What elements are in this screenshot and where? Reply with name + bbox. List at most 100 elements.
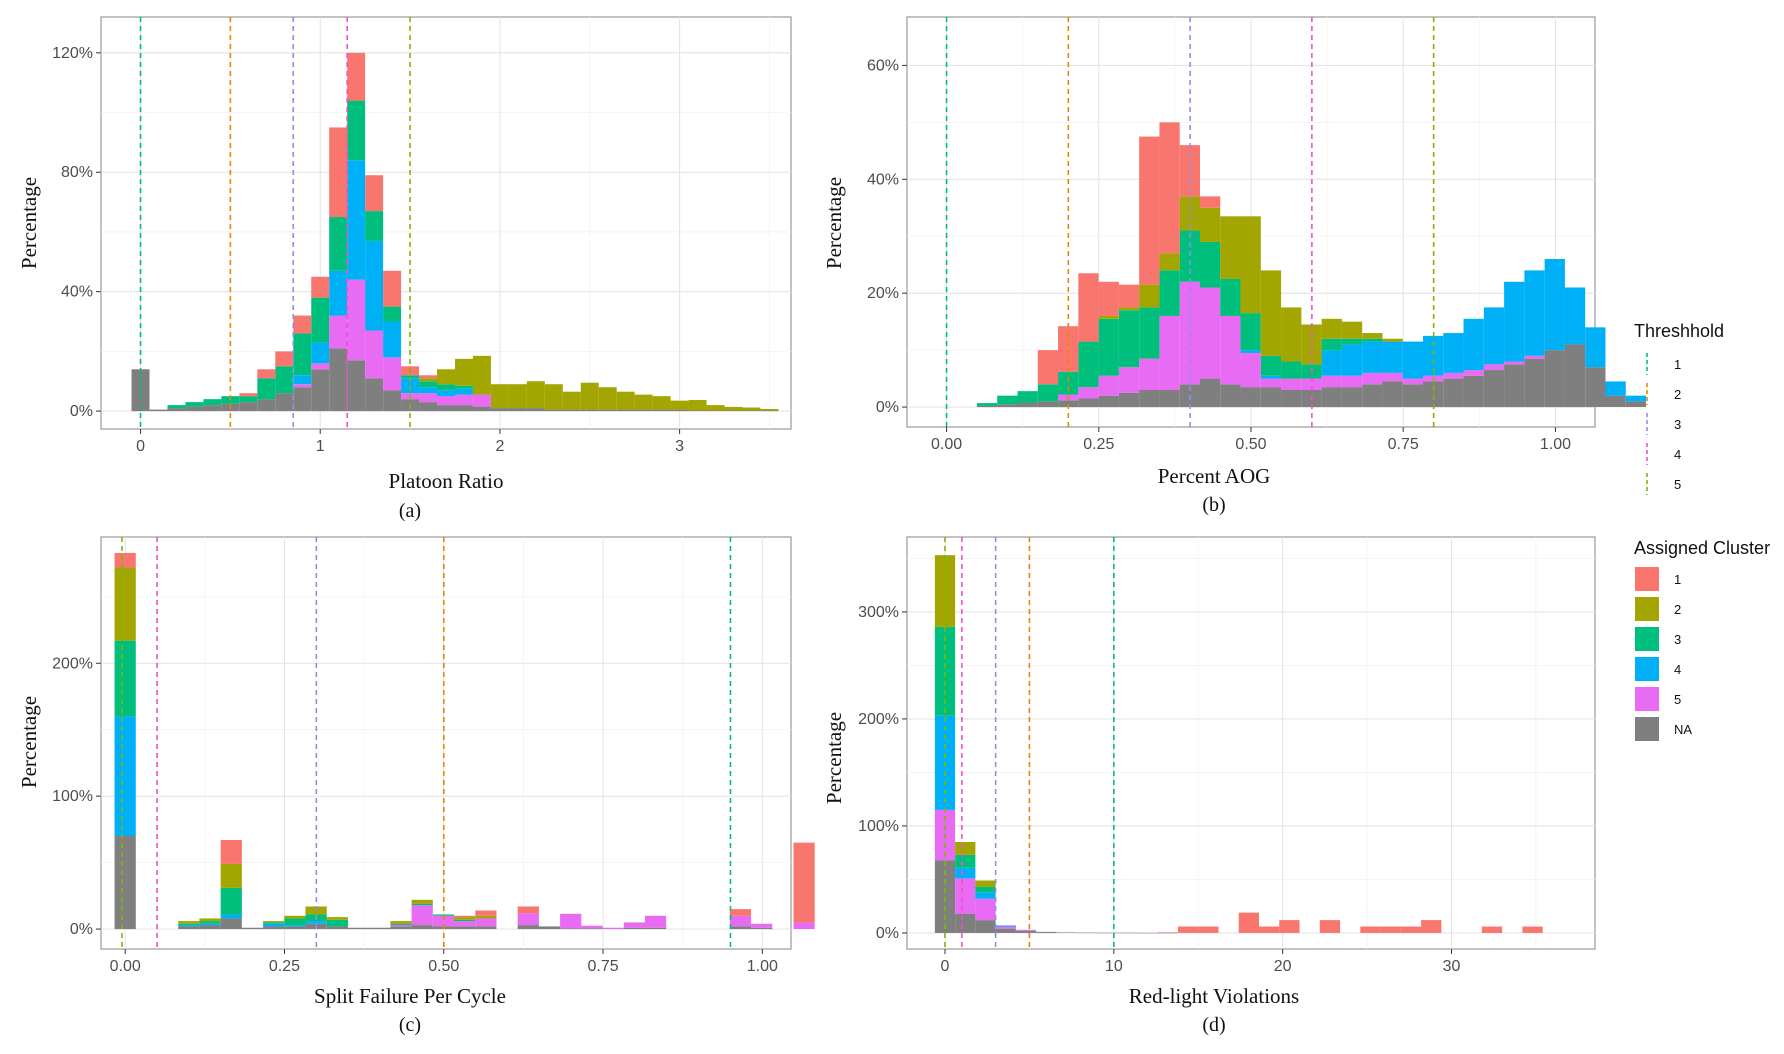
bar-segment-cluster-2 <box>411 899 433 904</box>
panel-c-threshold-lines <box>121 537 732 949</box>
bar-segment-cluster-3 <box>1098 318 1119 376</box>
bar-segment-cluster-na <box>263 926 285 930</box>
bar-segment-cluster-2 <box>490 384 509 409</box>
panel-b-bars <box>976 122 1647 408</box>
bar-segment-cluster-na <box>623 927 645 930</box>
bar-segment-cluster-na <box>1504 364 1525 408</box>
legend-cluster: Assigned Cluster 1 2 3 4 5 NA <box>1634 538 1770 741</box>
bar-segment-cluster-na <box>454 405 473 412</box>
panel-c-plot-area <box>100 536 792 950</box>
bar-segment-cluster-5 <box>432 915 455 927</box>
bar-segment-cluster-2 <box>1321 318 1342 339</box>
bar-segment-cluster-na <box>1098 395 1119 408</box>
bar-segment-cluster-2 <box>616 391 635 410</box>
x-tick-label: 0.25 <box>269 958 300 975</box>
bar-segment-cluster-5 <box>1301 378 1322 390</box>
bar-segment-cluster-3 <box>401 375 420 379</box>
panel-b-tag: (b) <box>1202 494 1225 516</box>
bar-segment-cluster-3 <box>263 922 285 924</box>
bar-segment-cluster-2 <box>472 355 491 395</box>
panel-a-plot-area <box>100 16 792 430</box>
bar-segment-cluster-3 <box>934 626 956 716</box>
panel-c-y-axis-title: Percentage <box>17 696 41 788</box>
bar-segment-cluster-na <box>347 927 370 930</box>
bar-segment-cluster-2 <box>475 915 497 919</box>
panel-d-x-axis-title: Red-light Violations <box>1129 984 1299 1008</box>
bar-segment-cluster-1 <box>1098 281 1119 316</box>
legend-cluster-keys: 1 2 3 4 5 NA <box>1635 567 1692 741</box>
legend-cluster-label: 1 <box>1674 572 1681 587</box>
bar-segment-cluster-1 <box>1199 196 1221 208</box>
bar-segment-cluster-1 <box>419 375 438 379</box>
bar-segment-cluster-na <box>1402 384 1423 408</box>
bar-segment-cluster-1 <box>239 393 258 397</box>
bar-segment-cluster-4 <box>1240 350 1261 353</box>
bar-segment-cluster-na <box>526 408 545 412</box>
legend-cluster-label: 5 <box>1674 692 1681 707</box>
legend-cluster-swatch-5 <box>1635 687 1659 711</box>
panel-d-bars <box>934 555 1543 934</box>
bar-segment-cluster-na <box>760 410 779 412</box>
bar-segment-cluster-3 <box>178 923 200 926</box>
y-tick-label: 0% <box>876 925 899 942</box>
bar-segment-cluster-na <box>1017 402 1038 408</box>
bar-segment-cluster-5 <box>1015 929 1037 931</box>
x-tick-label: 2 <box>495 438 504 455</box>
bar-segment-cluster-5 <box>1078 387 1099 399</box>
bar-segment-cluster-na <box>997 404 1018 408</box>
panel-b-axis-ticks: 0.00 0.25 0.50 0.75 1.00 0% 20% 40% 60% <box>867 57 1571 453</box>
bar-segment-cluster-na <box>241 927 264 930</box>
bar-segment-cluster-na <box>326 926 348 930</box>
x-tick-label: 30 <box>1443 958 1461 975</box>
bar-segment-cluster-3 <box>1220 278 1241 316</box>
bar-segment-cluster-2 <box>1281 307 1302 362</box>
bar-segment-cluster-3 <box>997 395 1018 405</box>
bar-segment-cluster-4 <box>437 390 455 397</box>
legend-threshold-keys: 1 2 3 4 5 <box>1646 353 1681 495</box>
x-tick-label: 1 <box>316 438 325 455</box>
bar-segment-cluster-na <box>560 928 582 930</box>
bar-segment-cluster-na <box>203 405 222 412</box>
bar-segment-cluster-4 <box>975 892 996 899</box>
bar-segment-cluster-3 <box>114 640 136 717</box>
legend-threshold-label: 2 <box>1674 387 1681 402</box>
bar-segment-cluster-3 <box>454 919 476 922</box>
bar-segment-cluster-4 <box>114 716 136 837</box>
panel-a-axis-ticks: 0 1 2 3 0% 40% 80% 120% <box>52 45 684 455</box>
bar-segment-cluster-na <box>644 927 667 930</box>
bar-segment-cluster-2 <box>220 863 242 888</box>
bar-segment-cluster-3 <box>1159 270 1180 316</box>
bar-segment-cluster-2 <box>178 921 200 924</box>
bar-segment-cluster-1 <box>347 52 366 101</box>
bar-segment-cluster-2 <box>1260 270 1282 356</box>
bar-segment-cluster-na <box>742 410 761 412</box>
bar-segment-cluster-2 <box>1220 216 1241 279</box>
bar-segment-cluster-5 <box>644 915 667 928</box>
bar-segment-cluster-5 <box>1118 367 1140 393</box>
bar-segment-cluster-2 <box>670 400 689 410</box>
bar-segment-cluster-3 <box>220 887 242 915</box>
legend-threshold-label: 5 <box>1674 477 1681 492</box>
bar-segment-cluster-na <box>149 409 168 412</box>
bar-segment-cluster-3 <box>347 100 366 161</box>
x-tick-label: 0 <box>136 438 145 455</box>
bar-segment-cluster-5 <box>1443 372 1464 379</box>
bar-segment-cluster-5 <box>411 905 433 926</box>
bar-segment-cluster-na <box>1341 387 1363 408</box>
bar-segment-cluster-na <box>955 913 976 933</box>
bar-segment-cluster-na <box>1321 387 1342 408</box>
bar-segment-cluster-3 <box>1118 310 1140 368</box>
bar-segment-cluster-5 <box>390 925 412 927</box>
bar-segment-cluster-na <box>167 408 186 412</box>
y-tick-label: 80% <box>61 164 93 181</box>
bar-segment-cluster-na <box>1056 932 1077 933</box>
bar-segment-cluster-5 <box>365 330 384 379</box>
bar-segment-cluster-na <box>411 925 433 930</box>
bar-segment-cluster-na <box>508 408 527 412</box>
bar-segment-cluster-na <box>1117 932 1138 934</box>
bar-segment-cluster-2 <box>1382 338 1403 342</box>
legend-threshold: Threshhold 1 2 3 4 5 <box>1634 321 1724 495</box>
bar-segment-cluster-na <box>1096 932 1118 934</box>
bar-segment-cluster-3 <box>1017 391 1038 403</box>
